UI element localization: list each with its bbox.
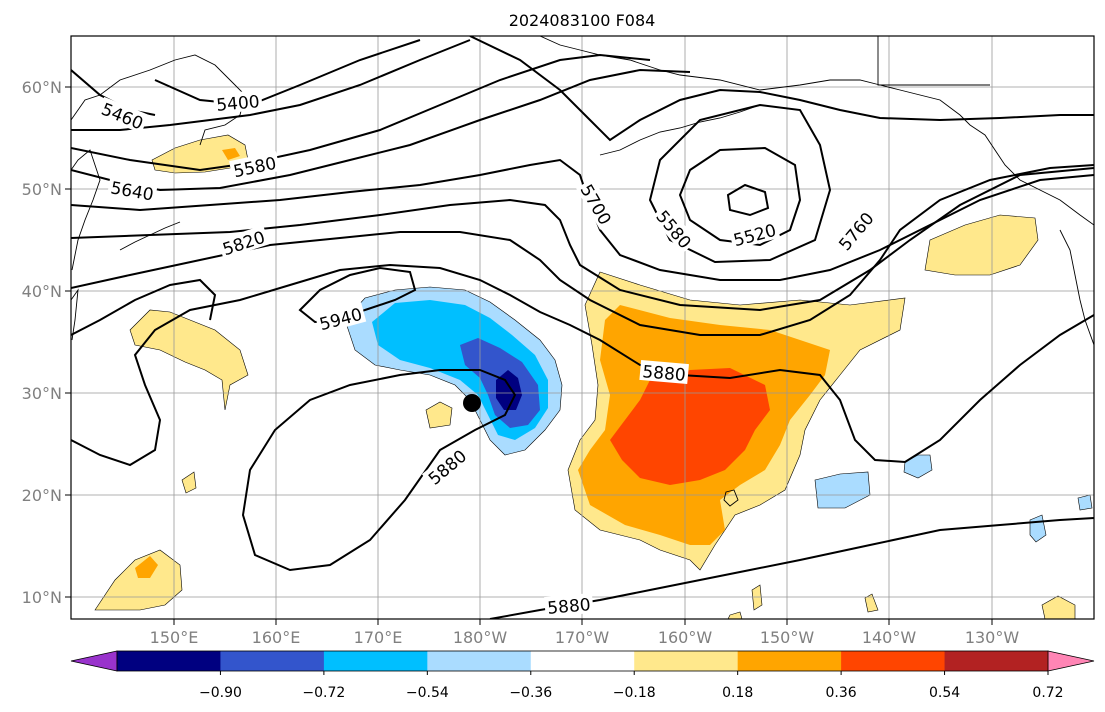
figure-title: 2024083100 F084 (509, 11, 656, 30)
colorbar-extend-high (1048, 651, 1094, 671)
colorbar-tick-label: −0.18 (613, 685, 656, 701)
colorbar-tick-label: −0.54 (406, 685, 449, 701)
fill-yellow-small-3 (752, 585, 762, 610)
colorbar-segment (427, 651, 531, 671)
colorbar-segment (841, 651, 945, 671)
colorbar-extend-low (71, 651, 117, 671)
lon-label-160w: 160°W (658, 628, 713, 647)
colorbar-segment (531, 651, 635, 671)
colorbar-tick-label: 0.36 (826, 685, 857, 701)
contour-label-5400: 5400 (216, 92, 261, 116)
colorbar-segment (117, 651, 221, 671)
latitude-axis: 60°N 50°N 40°N 30°N 20°N 10°N (22, 78, 71, 607)
colorbar-tick-label: −0.90 (199, 685, 242, 701)
lat-label-20n: 20°N (22, 486, 62, 505)
fill-lightblue-e4 (1078, 495, 1092, 510)
lon-label-140w: 140°W (862, 628, 917, 647)
colorbar-segment (738, 651, 842, 671)
contour-label-5880-south: 5880 (547, 595, 592, 619)
lat-label-40n: 40°N (22, 282, 62, 301)
lon-label-150w: 150°W (760, 628, 815, 647)
lat-label-10n: 10°N (22, 588, 62, 607)
lat-label-50n: 50°N (22, 180, 62, 199)
lon-label-150e: 150°E (150, 628, 199, 647)
colorbar-segment (220, 651, 324, 671)
colorbar-ticks: −0.90 −0.72 −0.54 −0.36 −0.18 0.18 0.36 0.54 0.7… (199, 671, 1105, 701)
colorbar-segments (117, 651, 1049, 671)
lon-label-170e: 170°E (354, 628, 403, 647)
lon-label-170w: 170°W (555, 628, 610, 647)
lat-label-60n: 60°N (22, 78, 62, 97)
lon-label-180w: 180°W (453, 628, 508, 647)
colorbar: −0.90 −0.72 −0.54 −0.36 −0.18 0.18 0.36 0.54 0.7… (71, 651, 1105, 701)
lat-label-30n: 30°N (22, 384, 62, 403)
colorbar-tick-label: 0.18 (722, 685, 753, 701)
colorbar-segment (324, 651, 428, 671)
colorbar-segment (634, 651, 738, 671)
colorbar-tick-label: −0.36 (509, 685, 552, 701)
colorbar-segment (945, 651, 1049, 671)
storm-center-marker (463, 394, 481, 412)
forecast-map-figure: 2024083100 F084 (0, 0, 1105, 712)
map-area: 5460 5400 5580 5640 5820 5940 (71, 36, 1094, 619)
colorbar-tick-label: 0.54 (929, 685, 960, 701)
lon-label-130w: 130°W (965, 628, 1020, 647)
longitude-axis: 150°E 160°E 170°E 180°W 170°W 160°W 150°… (150, 619, 1020, 647)
colorbar-tick-label: 0.72 (1032, 685, 1063, 701)
contour-label-5880-center: 5880 (642, 362, 687, 386)
colorbar-tick-label: −0.72 (302, 685, 345, 701)
lon-label-160e: 160°E (252, 628, 301, 647)
